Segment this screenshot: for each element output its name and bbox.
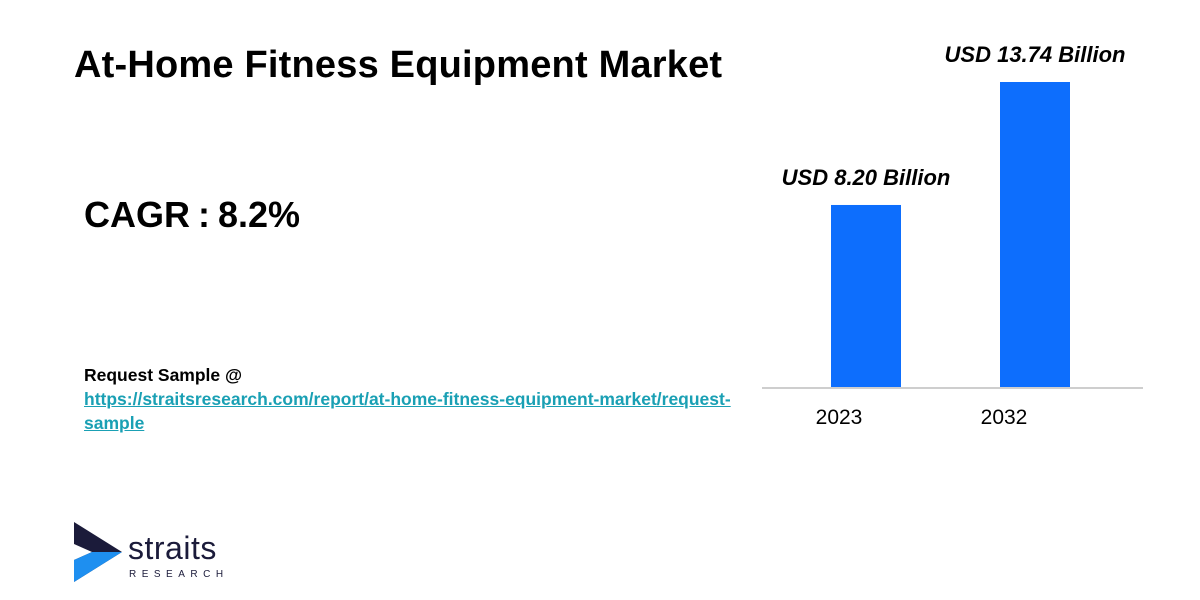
logo-subtitle: RESEARCH [129, 569, 229, 580]
cagr-value: 8.2% [218, 194, 301, 235]
page-title: At-Home Fitness Equipment Market [74, 44, 723, 86]
cagr-separator: : [198, 194, 210, 235]
request-sample-label: Request Sample @ [84, 365, 243, 385]
bar-2023 [831, 204, 901, 387]
data-label-2023: USD 8.20 Billion [782, 165, 951, 190]
request-sample: Request Sample @ https://straitsresearch… [84, 363, 744, 435]
request-sample-link[interactable]: https://straitsresearch.com/report/at-ho… [84, 389, 731, 433]
logo-wordmark: straits [128, 530, 217, 566]
x-tick-2032: 2032 [981, 406, 1028, 429]
x-tick-2023: 2023 [816, 406, 863, 429]
data-label-2032: USD 13.74 Billion [945, 42, 1126, 67]
cagr-label: CAGR [84, 194, 190, 235]
cagr-stat: CAGR:8.2% [84, 194, 300, 236]
bar-2032 [1000, 82, 1070, 387]
straits-arrow-logo-icon [74, 522, 122, 582]
market-bar-chart: USD 8.20 Billion USD 13.74 Billion 2023 20… [762, 42, 1143, 429]
